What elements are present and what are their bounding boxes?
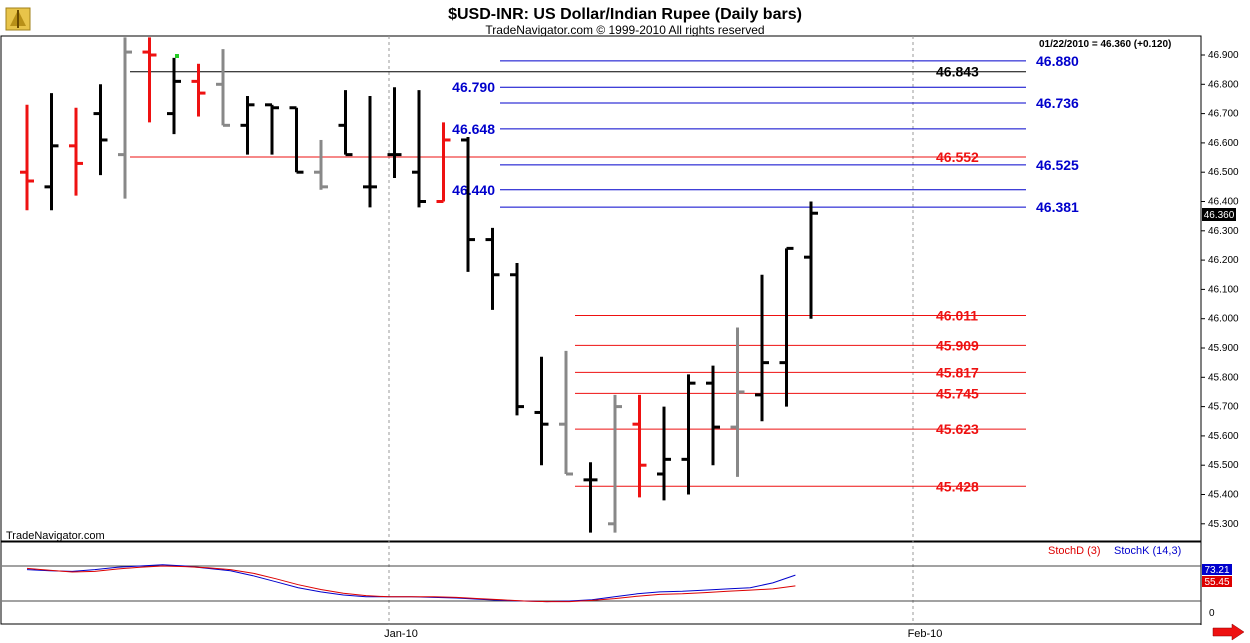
- chart-subtitle: TradeNavigator.com © 1999-2010 All right…: [485, 23, 764, 37]
- y-tick-label: 45.800: [1208, 372, 1239, 383]
- y-tick-label: 46.900: [1208, 50, 1239, 61]
- y-tick-label: 45.400: [1208, 490, 1239, 501]
- level-label: 46.790: [452, 79, 495, 95]
- right-arrow-icon[interactable]: [1212, 623, 1245, 641]
- stochd-value-tag: [1202, 576, 1232, 587]
- y-tick-label: 46.700: [1208, 109, 1239, 120]
- ohlc-bar: [755, 274, 769, 422]
- ohlc-bar: [289, 106, 304, 174]
- ohlc-bar: [436, 122, 451, 203]
- y-tick-label: 46.400: [1208, 197, 1239, 208]
- stochk-value-tag: [1202, 564, 1232, 575]
- ohlc-bar: [706, 365, 720, 466]
- stochk-value: 73.21: [1204, 565, 1229, 576]
- ohlc-bar: [559, 350, 573, 476]
- ohlc-bar: [167, 57, 181, 135]
- y-tick-label: 46.300: [1208, 226, 1239, 237]
- watermark: TradeNavigator.com: [6, 530, 105, 542]
- main-panel-frame: [0, 35, 1202, 542]
- current-price-tag: [1202, 208, 1236, 221]
- ohlc-bar: [657, 406, 671, 501]
- level-label: 46.552: [936, 149, 979, 165]
- ohlc-bar: [583, 462, 598, 533]
- level-label: 45.745: [936, 385, 979, 401]
- ohlc-bar: [510, 263, 524, 416]
- ohlc-bar: [461, 137, 475, 272]
- ohlc-bars: [20, 37, 818, 533]
- y-tick-label: 46.100: [1208, 284, 1239, 295]
- ohlc-bar: [142, 37, 157, 123]
- ohlc-bar: [338, 90, 353, 157]
- level-label: 45.817: [936, 364, 979, 380]
- ohlc-bar: [240, 96, 255, 155]
- ohlc-bar: [730, 327, 745, 477]
- level-label: 46.843: [936, 64, 979, 80]
- ohlc-bar: [804, 201, 818, 319]
- indicator-panel-frame: [0, 541, 1202, 625]
- green-marker: [175, 54, 179, 58]
- level-label: 46.648: [452, 121, 495, 137]
- y-tick-label: 46.600: [1208, 138, 1239, 149]
- ohlc-bar: [632, 394, 647, 498]
- ohlc-bar: [485, 227, 500, 310]
- ohlc-bar: [118, 37, 132, 199]
- ohlc-bar: [681, 374, 696, 495]
- logo-icon: [5, 7, 31, 31]
- ohlc-bar: [534, 356, 549, 466]
- y-tick-label: 45.700: [1208, 402, 1239, 413]
- x-label-feb: Feb-10: [908, 628, 943, 640]
- level-label: 46.880: [1036, 53, 1079, 69]
- y-tick-label: 45.600: [1208, 431, 1239, 442]
- x-label-jan: Jan-10: [384, 628, 418, 640]
- level-label: 46.525: [1036, 157, 1079, 173]
- ohlc-bar: [387, 87, 402, 179]
- y-tick-label: 46.800: [1208, 79, 1239, 90]
- level-label: 46.440: [452, 182, 495, 198]
- stoch-zero-label: 0: [1209, 608, 1215, 619]
- level-label: 45.909: [936, 337, 979, 353]
- last-quote: 01/22/2010 = 46.360 (+0.120): [1039, 39, 1171, 50]
- ohlc-bar: [191, 63, 206, 117]
- stochk-label: StochK (14,3): [1114, 545, 1181, 557]
- ohlc-bar: [412, 90, 426, 208]
- y-tick-label: 45.500: [1208, 460, 1239, 471]
- y-tick-label: 46.500: [1208, 167, 1239, 178]
- level-label: 46.011: [936, 307, 978, 323]
- stochd-line: [26, 565, 796, 603]
- ohlc-bar: [69, 107, 83, 196]
- ohlc-bar: [20, 104, 34, 211]
- ohlc-bar: [93, 84, 108, 176]
- price-levels: 46.843 46.552 46.880 46.790 46.736 46.648 46.5…: [130, 53, 1079, 494]
- level-label: 45.428: [936, 478, 979, 494]
- ohlc-bar: [216, 49, 230, 127]
- ohlc-bar: [779, 246, 794, 407]
- stochd-value: 55.45: [1204, 577, 1229, 588]
- y-tick-label: 45.300: [1208, 519, 1239, 530]
- level-label: 46.736: [1036, 95, 1079, 111]
- y-tick-label: 46.200: [1208, 255, 1239, 266]
- stochd-label: StochD (3): [1048, 545, 1101, 557]
- ohlc-bar: [608, 394, 622, 533]
- ohlc-bar: [363, 96, 377, 208]
- level-label: 46.381: [1036, 199, 1079, 215]
- level-label: 45.623: [936, 421, 979, 437]
- ohlc-bar: [314, 139, 328, 190]
- y-tick-label: 45.900: [1208, 343, 1239, 354]
- y-axis-ticks: 46.900 46.800 46.700 46.600 46.500 46.400 46.3…: [1201, 50, 1239, 530]
- ohlc-bar: [265, 103, 279, 155]
- current-price-label: 46.360: [1204, 210, 1235, 221]
- chart-title: $USD-INR: US Dollar/Indian Rupee (Daily …: [448, 6, 802, 23]
- y-tick-label: 46.000: [1208, 314, 1239, 325]
- ohlc-bar: [44, 93, 59, 211]
